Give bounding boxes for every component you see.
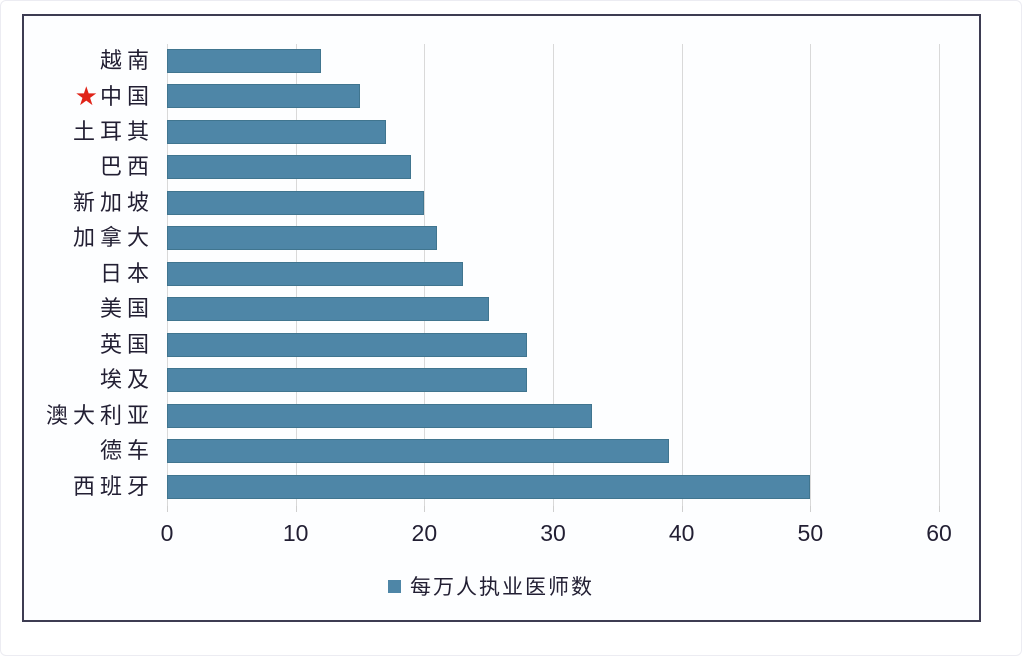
bar-土耳其 [167, 119, 386, 144]
highlight-star-icon: ★ [74, 81, 98, 111]
category-label-越南: 越南 [100, 47, 154, 75]
x-tick-label-10: 10 [282, 520, 309, 546]
bar-英国 [167, 332, 528, 357]
x-tick-label-50: 50 [797, 520, 824, 546]
category-label-土耳其: 土耳其 [73, 118, 154, 146]
category-label-日本: 日本 [100, 260, 154, 288]
category-label-text: 德车 [99, 438, 154, 463]
category-label-text: 新加坡 [72, 189, 154, 215]
category-label-text: 日本 [99, 260, 154, 286]
gridline-x-50 [810, 44, 812, 506]
category-label-英国: 英国 [100, 331, 154, 359]
category-label-中国: ★中国 [75, 82, 154, 110]
category-label-text: 美国 [99, 296, 154, 321]
x-tick-label-60: 60 [926, 520, 952, 546]
category-label-加拿大: 加拿大 [73, 224, 154, 252]
bar-新加坡 [167, 190, 425, 215]
bar-西班牙 [167, 474, 811, 499]
legend: 每万人执业医师数 [388, 571, 594, 601]
category-label-西班牙: 西班牙 [73, 473, 154, 501]
x-tick-label-30: 30 [540, 520, 566, 546]
legend-label: 每万人执业医师数 [410, 576, 594, 599]
bar-巴西 [167, 155, 412, 179]
category-label-text: 埃及 [99, 367, 154, 392]
bar-美国 [167, 297, 489, 321]
category-label-澳大利亚: 澳大利亚 [46, 402, 154, 430]
category-label-text: 加拿大 [72, 225, 154, 250]
category-label-text: 英国 [99, 331, 154, 357]
category-label-text: 巴西 [99, 154, 154, 179]
bar-埃及 [167, 368, 528, 392]
tick-mark-x-50 [810, 506, 812, 512]
bar-澳大利亚 [167, 403, 592, 428]
bar-德车 [167, 439, 669, 463]
tick-mark-x-40 [681, 506, 683, 512]
category-label-德车: 德车 [100, 437, 154, 465]
bar-日本 [167, 261, 463, 286]
gridline-x-40 [681, 44, 683, 506]
gridline-x-60 [939, 44, 941, 506]
bar-中国 [167, 84, 360, 108]
category-label-text: 中国 [99, 84, 154, 109]
category-label-text: 土耳其 [72, 118, 154, 144]
tick-mark-x-10 [295, 506, 297, 512]
category-label-text: 澳大利亚 [45, 402, 154, 428]
category-label-巴西: 巴西 [100, 153, 154, 181]
x-tick-label-20: 20 [411, 520, 438, 546]
bar-加拿大 [167, 226, 438, 250]
tick-mark-x-20 [424, 506, 426, 512]
tick-mark-x-30 [553, 506, 554, 512]
bar-越南 [167, 48, 322, 73]
tick-mark-x-60 [939, 506, 941, 512]
x-tick-label-0: 0 [160, 520, 174, 546]
legend-swatch-icon [388, 579, 401, 593]
gridline-x-30 [553, 44, 554, 506]
x-tick-label-40: 40 [668, 520, 695, 546]
tick-mark-x-0 [167, 506, 168, 512]
category-label-美国: 美国 [100, 295, 154, 323]
category-label-text: 越南 [99, 47, 154, 73]
category-label-埃及: 埃及 [100, 366, 154, 394]
category-label-text: 西班牙 [72, 473, 154, 499]
category-label-新加坡: 新加坡 [73, 189, 154, 217]
chart-frame: 越南 ★中国 土耳其 巴西 新加坡 加拿大 日本 美国 英国 埃及 澳大利亚 德车 西班牙 0 10 20 3… [22, 14, 981, 622]
